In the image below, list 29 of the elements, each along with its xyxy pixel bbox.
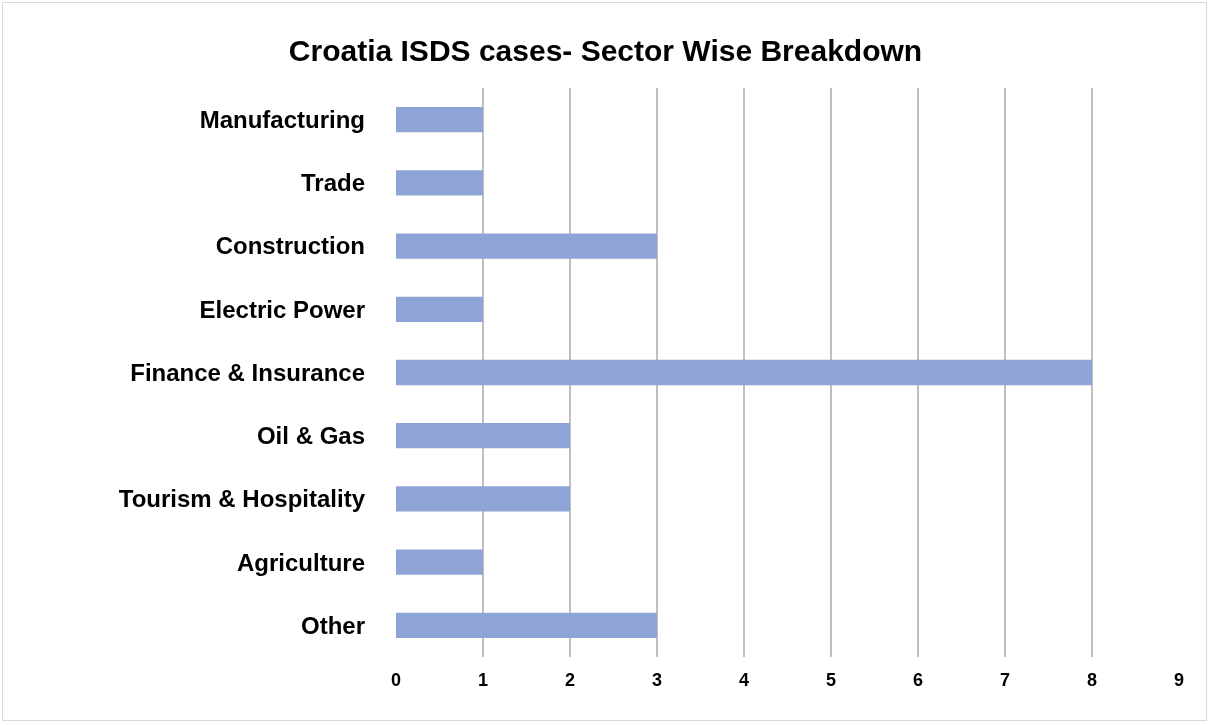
y-tick-label: Trade: [300, 169, 365, 197]
chart-title: Croatia ISDS cases- Sector Wise Breakdown: [288, 34, 923, 68]
bar: [396, 612, 657, 639]
y-tick-label: Agriculture: [236, 548, 365, 576]
y-tick-label: Finance & Insurance: [130, 358, 365, 386]
bar: [396, 486, 570, 512]
y-tick-label: Tourism & Hospitality: [118, 485, 366, 513]
x-tick-label: 2: [564, 670, 576, 690]
x-tick-label: 3: [651, 670, 663, 690]
x-tick-label: 4: [738, 670, 750, 690]
bar: [396, 423, 570, 449]
y-tick-label: Oil & Gas: [256, 422, 365, 450]
x-tick-label: 6: [912, 670, 924, 690]
bar: [396, 296, 483, 322]
y-tick-label: Electric Power: [199, 295, 365, 323]
bar: [396, 549, 483, 575]
x-tick-label: 8: [1086, 670, 1098, 690]
bar: [396, 106, 483, 133]
bar: [396, 359, 1092, 386]
x-tick-label: 1: [477, 670, 489, 690]
y-tick-label: Manufacturing: [199, 106, 365, 134]
bar: [396, 170, 483, 196]
y-tick-label: Construction: [215, 232, 365, 260]
x-tick-label: 7: [999, 670, 1011, 690]
x-tick-label: 9: [1173, 670, 1185, 690]
bar: [396, 233, 657, 259]
x-tick-label: 5: [825, 670, 837, 690]
y-tick-label: Other: [300, 611, 365, 639]
x-tick-label: 0: [390, 670, 402, 690]
